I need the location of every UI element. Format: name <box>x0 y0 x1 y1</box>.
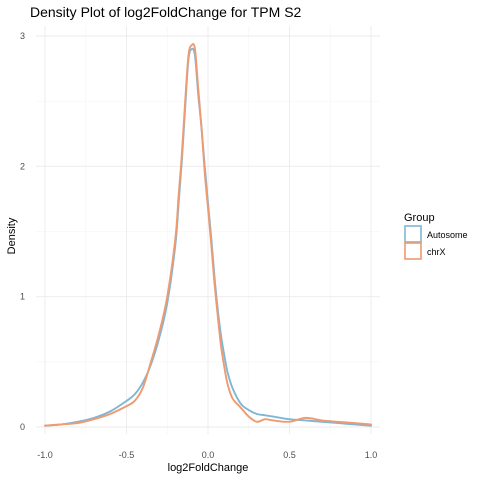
axis-ticks: -1.0 -0.5 0.0 0.5 1.0 0 1 2 3 <box>20 31 377 460</box>
legend-key-autosome <box>404 225 422 243</box>
y-tick-label: 0 <box>20 422 25 432</box>
x-tick-label: 0.0 <box>202 450 215 460</box>
grid-lines <box>36 26 380 434</box>
chart-title: Density Plot of log2FoldChange for TPM S… <box>30 4 302 20</box>
x-tick-label: 1.0 <box>365 450 378 460</box>
y-axis-title: Density <box>6 217 18 254</box>
legend-label-autosome: Autosome <box>427 230 468 240</box>
legend-items: Autosome chrX <box>404 225 468 260</box>
y-tick-label: 3 <box>20 31 25 41</box>
legend-label-chrx: chrX <box>427 247 446 257</box>
x-tick-label: -1.0 <box>37 450 53 460</box>
series-line-chrx <box>44 43 372 427</box>
x-tick-label: -0.5 <box>119 450 135 460</box>
y-tick-label: 2 <box>20 161 25 171</box>
series-lines <box>44 43 372 427</box>
x-tick-label: 0.5 <box>283 450 296 460</box>
legend: Group Autosome chrX <box>404 212 468 260</box>
legend-key-chrx <box>404 242 422 260</box>
x-axis-title: log2FoldChange <box>168 462 249 474</box>
legend-title: Group <box>404 212 435 224</box>
y-tick-label: 1 <box>20 292 25 302</box>
